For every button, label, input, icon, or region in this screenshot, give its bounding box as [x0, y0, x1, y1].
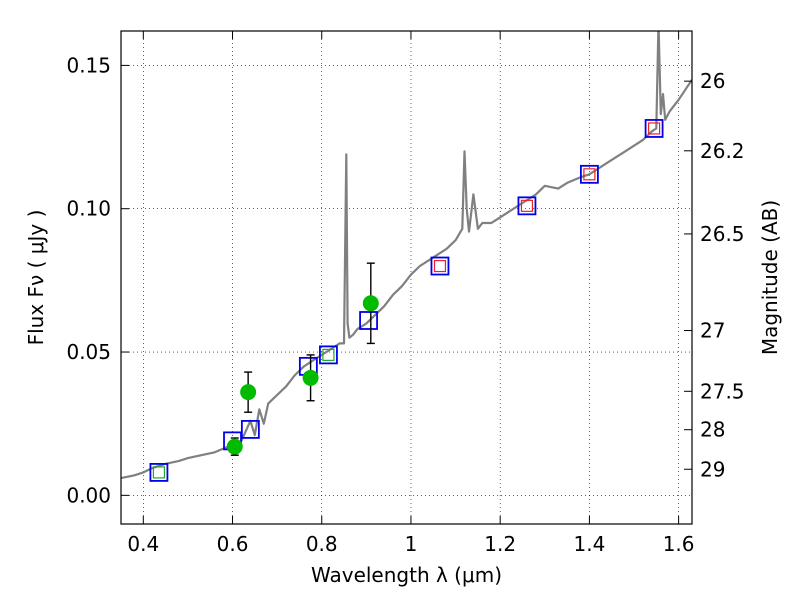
blue-square-marker	[319, 345, 338, 365]
y2-tick-label: 26.2	[700, 139, 745, 163]
y2-tick-label: 26	[700, 69, 725, 93]
green-square-marker	[152, 466, 166, 479]
green-detection-point	[302, 369, 319, 386]
y-tick-label: 0.05	[66, 340, 111, 364]
blue-square-marker	[149, 463, 169, 482]
red-square-marker	[520, 199, 534, 212]
y2-tick-label: 26.5	[700, 222, 745, 246]
x-tick-label: 1.2	[484, 532, 516, 556]
y-tick-label: 0.10	[66, 197, 111, 221]
blue-square-marker	[579, 164, 599, 184]
y2-axis-title: Magnitude (AB)	[758, 200, 782, 355]
red-square-marker	[433, 259, 447, 273]
ticks: 0.4 0.6 0.8 1 1.2 1.4 1.6 0.00 0.05 0.10 0.15 26 26.…	[66, 31, 745, 556]
blue-square-marker	[240, 420, 260, 439]
y-tick-label: 0.15	[66, 53, 111, 77]
y2-tick-label: 28	[700, 418, 725, 442]
y-axis-title: Flux Fν ( μJy )	[24, 210, 48, 346]
y-tick-label: 0.00	[66, 483, 111, 507]
blue-square-marker	[644, 119, 664, 138]
plot-frame	[120, 30, 693, 525]
blue-square-marker	[430, 256, 450, 276]
green-detection-point	[362, 295, 379, 312]
green-detection-point	[240, 384, 257, 401]
grid	[121, 31, 692, 524]
red-square-marker	[647, 122, 661, 135]
model-spectrum-layer	[121, 31, 692, 480]
red-square-marker	[583, 168, 596, 181]
x-axis-title: Wavelength λ (μm)	[311, 563, 502, 587]
photometry-layer	[149, 119, 664, 482]
green-square-marker	[322, 348, 335, 361]
x-tick-label: 1.4	[573, 532, 605, 556]
x-tick-label: 0.6	[217, 532, 249, 556]
y2-tick-label: 27.5	[700, 379, 745, 403]
blue-square-marker	[359, 311, 378, 330]
green-detection-point	[226, 438, 243, 455]
y2-tick-label: 27	[700, 319, 725, 343]
blue-square-marker	[517, 196, 537, 216]
x-tick-label: 0.4	[127, 532, 159, 556]
x-tick-label: 0.8	[306, 532, 338, 556]
model-spectrum-line	[121, 31, 692, 480]
x-tick-label: 1.6	[663, 532, 695, 556]
x-tick-label: 1	[405, 532, 418, 556]
y2-tick-label: 29	[700, 457, 725, 481]
